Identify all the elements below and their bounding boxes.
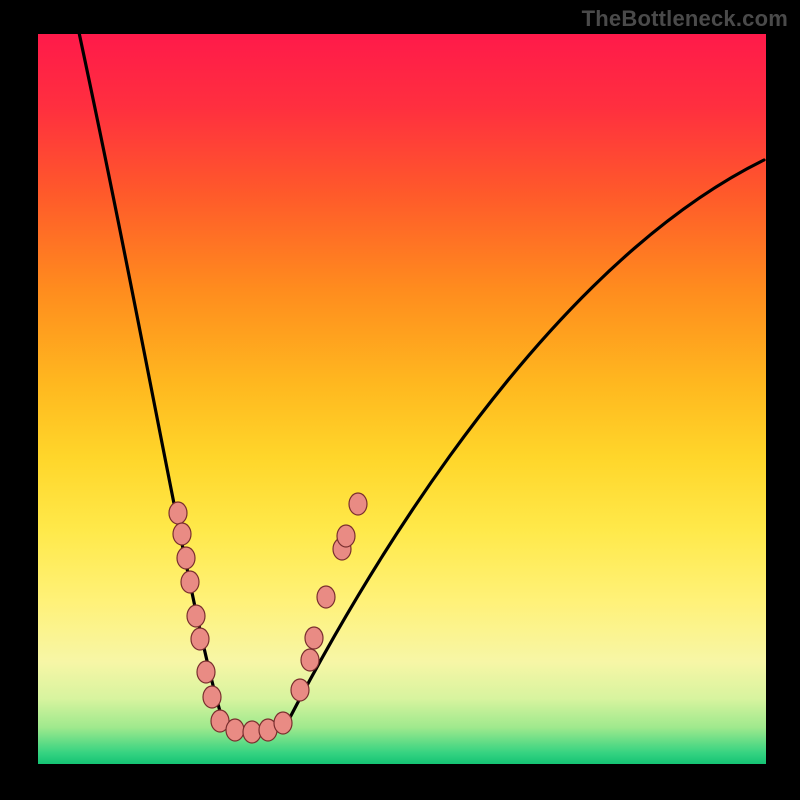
- sample-dot: [243, 721, 261, 743]
- sample-dot: [173, 523, 191, 545]
- sample-dot: [317, 586, 335, 608]
- sample-dot: [191, 628, 209, 650]
- sample-dot: [305, 627, 323, 649]
- sample-dot: [181, 571, 199, 593]
- chart-stage: TheBottleneck.com: [0, 0, 800, 800]
- sample-dot: [301, 649, 319, 671]
- sample-dot: [203, 686, 221, 708]
- sample-dot: [187, 605, 205, 627]
- sample-dot: [274, 712, 292, 734]
- sample-dot: [226, 719, 244, 741]
- watermark-text: TheBottleneck.com: [582, 6, 788, 32]
- sample-dot: [291, 679, 309, 701]
- bottleneck-chart: [0, 0, 800, 800]
- sample-dot: [337, 525, 355, 547]
- sample-dot: [349, 493, 367, 515]
- sample-dot: [197, 661, 215, 683]
- sample-dot: [177, 547, 195, 569]
- sample-dot: [169, 502, 187, 524]
- gradient-background: [38, 34, 766, 764]
